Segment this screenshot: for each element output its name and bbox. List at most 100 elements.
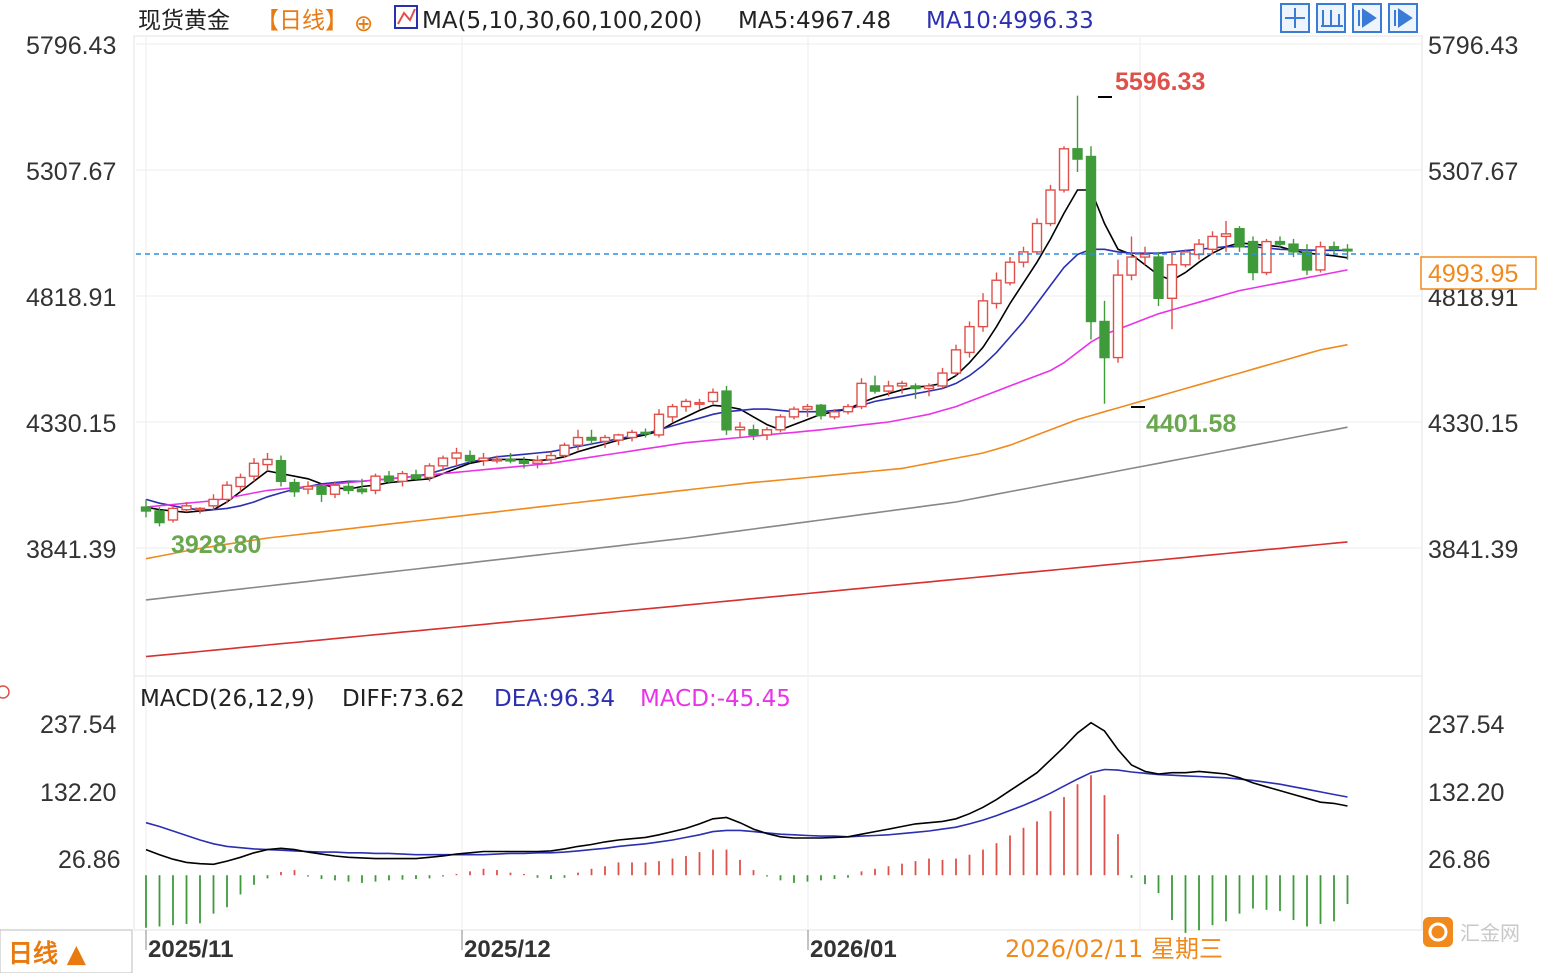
candle-body [1166, 264, 1178, 299]
grid-icon[interactable] [1280, 3, 1310, 33]
candle-up [991, 272, 1002, 309]
candle-body [856, 382, 867, 408]
candle-down [1099, 300, 1110, 404]
candle-body [842, 405, 854, 413]
ma100-line [145, 426, 1348, 601]
price-axis-right: 5796.43 5307.67 4818.91 4330.15 3841.39 [1428, 32, 1518, 564]
candle-down [586, 429, 597, 446]
macd-panel-frame [133, 675, 1423, 931]
candle-body [491, 458, 503, 462]
candle-up [761, 427, 773, 441]
candle-body [1301, 251, 1313, 271]
candle-body [140, 506, 152, 512]
candle-body [707, 391, 719, 403]
candle-up [532, 455, 543, 469]
candle-up [775, 414, 786, 433]
candle-up [937, 367, 948, 389]
candle-up [1261, 239, 1272, 276]
candle-body [559, 444, 570, 457]
candle-body [1058, 148, 1070, 191]
price-axis-left: 5796.43 5307.67 4818.91 4330.15 3841.39 [26, 32, 116, 564]
period-button[interactable]: 日线 ▲ [8, 939, 87, 968]
candle-body [343, 485, 354, 492]
candle-body [262, 458, 273, 466]
ma30-line [145, 269, 1348, 508]
period-label[interactable]: 【日线】 [256, 8, 348, 34]
candle-body [991, 279, 1002, 305]
crosshair-icon[interactable]: ⊕ [354, 11, 373, 37]
candle-body [424, 465, 435, 479]
candle-up [1180, 249, 1191, 268]
candle-body [329, 484, 341, 495]
candle-up [262, 452, 273, 472]
candle-down [1274, 236, 1286, 247]
candle-down [383, 471, 395, 484]
bar-icon[interactable] [1316, 3, 1346, 33]
candle-down [910, 383, 921, 399]
candle-body [1328, 246, 1340, 251]
candle-body [1031, 222, 1043, 253]
candle-body [1234, 227, 1245, 248]
ma5-value-label: MA5:4967.48 [738, 8, 891, 34]
candle-up [437, 455, 449, 472]
candle-body [289, 481, 300, 493]
macd-crosshair-icon[interactable] [0, 685, 10, 699]
candle-up [491, 455, 503, 464]
candle-up [572, 429, 584, 451]
candle-up [950, 344, 962, 376]
candle-down [356, 478, 368, 495]
candle-body [248, 462, 260, 477]
candle-body [586, 436, 597, 441]
candle-body [1288, 243, 1299, 253]
candle-body [383, 475, 395, 483]
candle-body [869, 385, 881, 392]
candle-body [1274, 240, 1286, 245]
candle-body [302, 485, 314, 490]
candle-body [694, 402, 705, 405]
candle-up [896, 380, 908, 394]
candle-up [788, 406, 800, 420]
period-button-frame[interactable] [0, 929, 133, 973]
candle-body [910, 385, 921, 390]
ma-settings-icon[interactable] [394, 5, 418, 29]
candle-down [1288, 239, 1299, 258]
diff-label: DIFF:73.62 [342, 686, 465, 712]
candle-body [316, 485, 327, 495]
ma5-line [145, 189, 1348, 514]
candle-up [329, 481, 341, 499]
candle-down [1247, 236, 1259, 281]
candle-up [478, 452, 489, 466]
forward-icon[interactable] [1388, 3, 1418, 33]
candle-body [275, 460, 287, 483]
candle-up [977, 293, 989, 332]
candle-body [937, 372, 948, 387]
candle-down [1234, 226, 1245, 252]
price-tick-left: 3841.39 [26, 536, 116, 564]
candle-up [707, 388, 719, 404]
candle-body [532, 460, 543, 464]
macd-value-label: MACD:-45.45 [640, 686, 791, 712]
candle-body [775, 416, 786, 431]
candle-up [734, 422, 746, 438]
candle-up [829, 409, 840, 420]
price-tick-right: 5307.67 [1428, 158, 1518, 186]
candle-up [653, 409, 665, 438]
candle-up [1207, 231, 1218, 255]
candle-body [1085, 155, 1097, 323]
candle-body [545, 454, 557, 461]
step-icon[interactable] [1352, 3, 1382, 33]
ma10-line [145, 245, 1348, 511]
candle-up [856, 378, 867, 410]
candle-body [1018, 251, 1029, 263]
candle-body [1342, 248, 1353, 252]
macd-tick-left: 132.20 [40, 779, 116, 807]
candle-body [667, 405, 678, 418]
candle-up [545, 451, 557, 464]
ma-params-label: MA(5,10,30,60,100,200) [422, 8, 702, 34]
candle-body [1261, 240, 1272, 274]
candle-body [154, 510, 165, 524]
cursor-date-label: 2026/02/11 星期三 [1005, 935, 1223, 963]
candle-body [599, 436, 611, 443]
candle-body [1315, 246, 1326, 271]
